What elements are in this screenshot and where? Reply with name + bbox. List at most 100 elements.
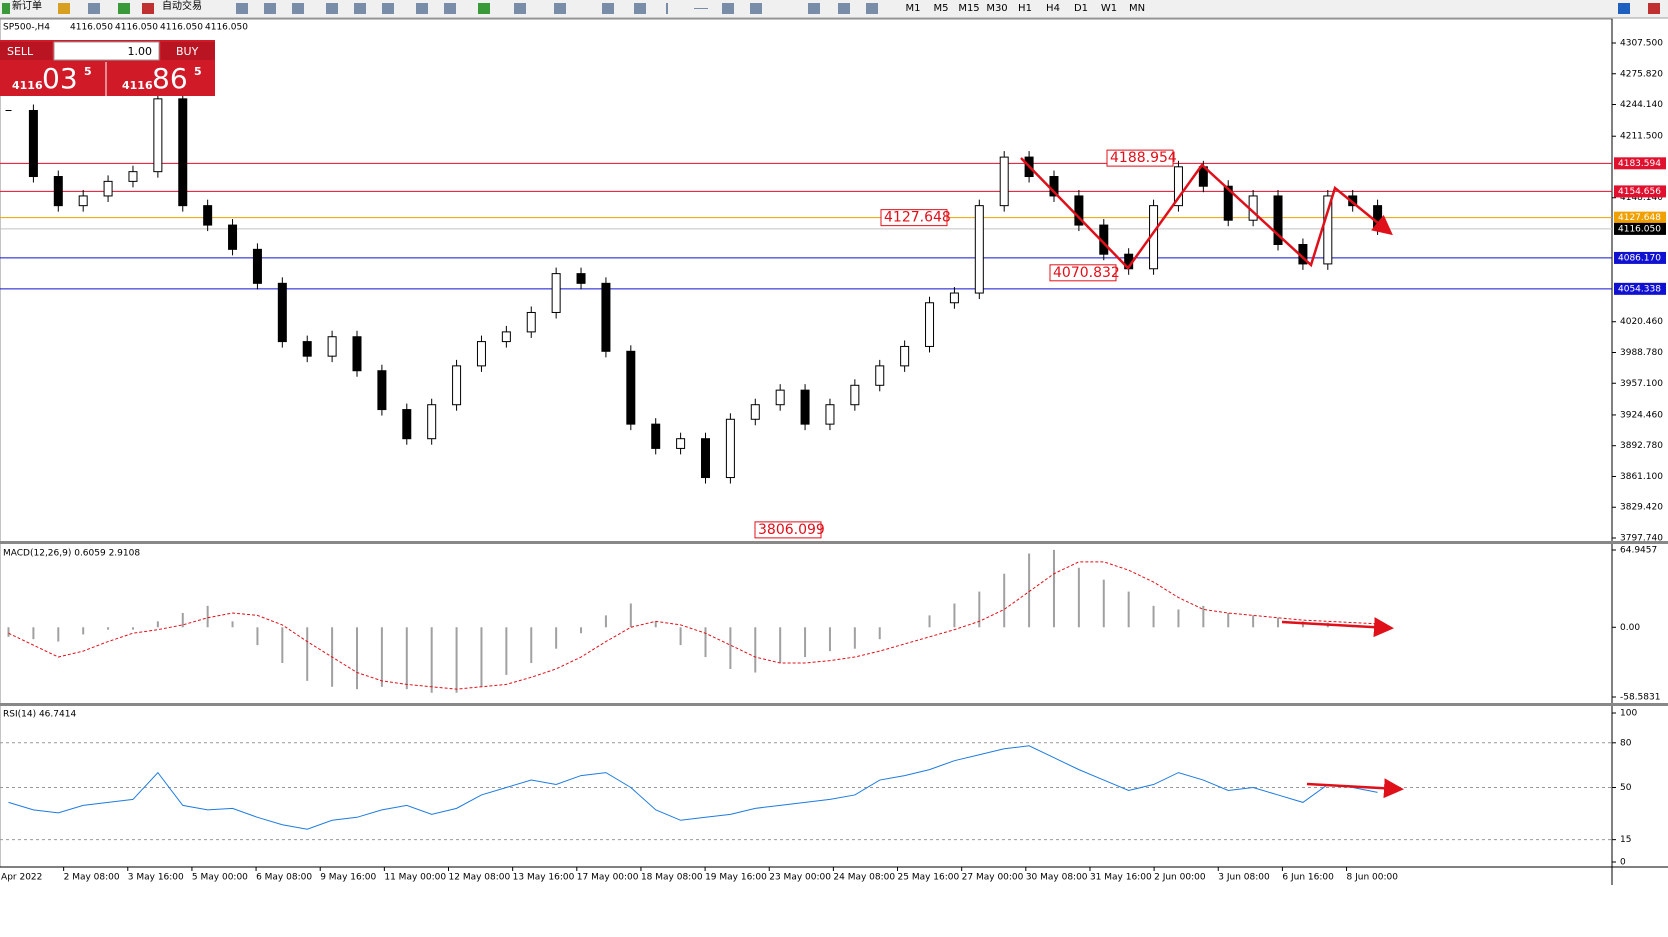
x-tick-label: 29 Apr 2022 <box>0 873 42 883</box>
y-tick-label: 64.9457 <box>1620 546 1657 556</box>
level-label: 4086.170 <box>1618 253 1661 263</box>
y-tick-label: 3988.780 <box>1620 348 1663 358</box>
timeframe-button[interactable]: MN <box>1129 3 1145 14</box>
candle <box>427 404 437 440</box>
candle <box>850 384 860 406</box>
timeframe-button[interactable]: H4 <box>1046 3 1060 14</box>
candle <box>775 389 785 406</box>
lots-input[interactable] <box>53 41 160 61</box>
y-tick-label: 0 <box>1620 858 1626 868</box>
candle <box>750 404 760 420</box>
candle <box>949 292 959 304</box>
buy-button[interactable] <box>161 42 215 60</box>
candle <box>651 423 661 449</box>
level-label: 4054.338 <box>1618 284 1661 294</box>
y-tick-label: 4275.820 <box>1620 69 1663 79</box>
chart-frame <box>0 18 1613 868</box>
candle <box>228 224 238 250</box>
level-tag <box>1614 251 1666 264</box>
level-tag <box>1614 211 1666 224</box>
annotation-box <box>1049 264 1117 282</box>
timeframe-button[interactable]: W1 <box>1101 3 1117 14</box>
annotation: 4127.648 <box>884 210 951 226</box>
sell-label[interactable]: SELL <box>7 45 34 58</box>
candle <box>277 282 287 343</box>
timeframe-button[interactable]: H1 <box>1018 3 1032 14</box>
candle <box>327 336 337 357</box>
sell-button[interactable] <box>0 42 52 60</box>
candle <box>974 205 984 294</box>
x-tick-label: 3 May 16:00 <box>128 873 184 883</box>
level-label: 4116.050 <box>1618 224 1661 234</box>
candle <box>551 273 561 313</box>
candle <box>626 350 636 425</box>
panel-title: MACD(12,26,9) 0.6059 2.9108 <box>3 549 140 559</box>
annotation-box <box>754 521 822 539</box>
ohlc-label: 4116.050 <box>70 23 113 33</box>
candle <box>725 418 735 479</box>
candle <box>576 273 586 284</box>
annotation: 4188.954 <box>1110 150 1177 166</box>
candle <box>153 98 163 173</box>
sell-price-sup[interactable]: 5 <box>84 65 92 78</box>
ohlc-label: 4116.050 <box>115 23 158 33</box>
lots-value[interactable]: 1.00 <box>128 45 153 58</box>
y-tick-label: 4020.460 <box>1620 317 1663 327</box>
level-tag <box>1614 222 1666 235</box>
candle <box>377 370 387 411</box>
candle <box>800 389 810 425</box>
x-tick-label: 2 Jun 00:00 <box>1154 873 1206 883</box>
buy-price-main[interactable]: 86 <box>152 62 188 95</box>
candle <box>203 205 213 226</box>
candle <box>1223 185 1233 221</box>
candle <box>526 311 536 333</box>
sell-price-main[interactable]: 03 <box>42 62 78 95</box>
candle <box>676 438 686 449</box>
timeframe-button[interactable]: M1 <box>906 3 921 14</box>
x-tick-label: 19 May 16:00 <box>705 873 767 883</box>
candle <box>1323 195 1333 265</box>
candle <box>78 195 88 207</box>
candle <box>103 180 113 197</box>
trade-panel: SELL 1.00 BUY 4116 03 5 4116 86 5 <box>0 40 215 96</box>
x-tick-label: 5 May 00:00 <box>192 873 248 883</box>
y-tick-label: 3892.780 <box>1620 441 1663 451</box>
rsi-line <box>8 745 1378 830</box>
timeframe-button[interactable]: M5 <box>934 3 949 14</box>
x-tick-label: 11 May 00:00 <box>384 873 446 883</box>
buy-price-sup[interactable]: 5 <box>194 65 202 78</box>
candle <box>1074 195 1084 226</box>
x-tick-label: 8 Jun 00:00 <box>1347 873 1399 883</box>
timeframe-button[interactable]: M30 <box>986 3 1007 14</box>
y-tick-label: 50 <box>1620 783 1632 793</box>
level-label: 4127.648 <box>1618 213 1661 223</box>
sell-price-big[interactable]: 4116 <box>12 79 43 92</box>
candle <box>252 248 262 284</box>
y-tick-label: 100 <box>1620 709 1637 719</box>
y-tick-label: 3829.420 <box>1620 503 1663 513</box>
x-tick-label: 13 May 16:00 <box>513 873 575 883</box>
trend-annotation <box>1020 157 1404 799</box>
auto-trading[interactable]: 自动交易 <box>162 0 202 12</box>
candle <box>501 331 511 343</box>
candle <box>700 438 710 479</box>
timeframe-button[interactable]: D1 <box>1074 3 1088 14</box>
signal-line <box>8 561 1378 690</box>
y-tick-label: 4211.500 <box>1620 132 1663 142</box>
candle <box>925 302 935 347</box>
level-tag <box>1614 157 1666 170</box>
level-tag <box>1614 185 1666 198</box>
buy-price-big[interactable]: 4116 <box>122 79 153 92</box>
buy-label[interactable]: BUY <box>176 45 199 58</box>
candle <box>352 336 362 372</box>
timeframe-button[interactable]: M15 <box>958 3 979 14</box>
candle <box>1348 195 1358 207</box>
candle <box>1273 195 1283 245</box>
new-order[interactable]: 新订单 <box>12 0 42 12</box>
candle <box>302 341 312 357</box>
x-tick-label: 9 May 16:00 <box>320 873 376 883</box>
y-tick-label: 3924.460 <box>1620 410 1663 420</box>
y-tick-label: 4307.500 <box>1620 39 1663 49</box>
